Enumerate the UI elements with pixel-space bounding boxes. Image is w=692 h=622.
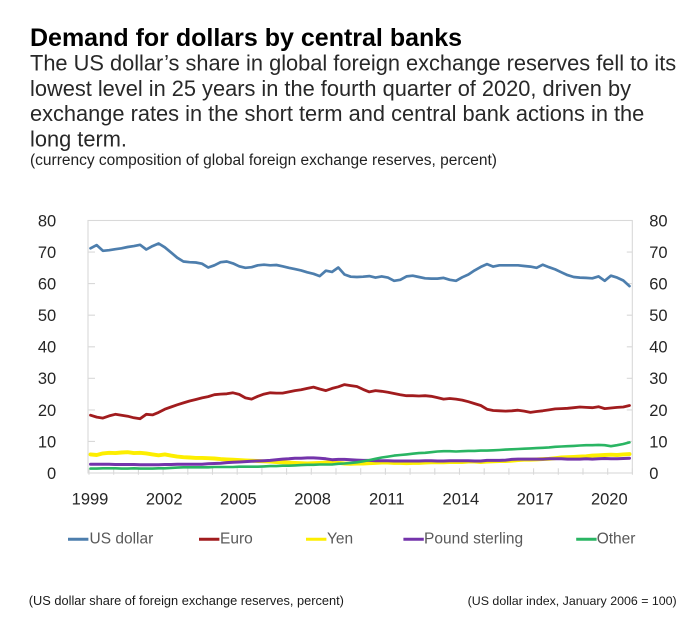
svg-text:30: 30: [38, 370, 56, 388]
svg-text:Euro: Euro: [220, 531, 253, 548]
svg-text:2011: 2011: [369, 490, 404, 508]
svg-text:40: 40: [649, 339, 667, 357]
svg-text:10: 10: [38, 433, 56, 451]
svg-text:2020: 2020: [591, 490, 628, 508]
svg-text:30: 30: [649, 370, 667, 388]
svg-text:(US dollar share of foreign ex: (US dollar share of foreign exchange res…: [29, 593, 344, 608]
svg-text:2005: 2005: [220, 490, 257, 508]
svg-text:50: 50: [38, 307, 56, 325]
svg-text:1999: 1999: [72, 490, 109, 508]
svg-text:Pound sterling: Pound sterling: [424, 531, 523, 548]
svg-text:40: 40: [38, 339, 56, 357]
svg-text:Yen: Yen: [327, 531, 353, 548]
svg-text:long term.: long term.: [30, 126, 127, 151]
svg-text:US dollar: US dollar: [90, 531, 154, 548]
svg-text:exchange rates in the short te: exchange rates in the short term and cen…: [30, 101, 644, 126]
svg-text:80: 80: [649, 212, 667, 230]
svg-text:2014: 2014: [443, 490, 480, 508]
svg-text:The US dollar’s share in globa: The US dollar’s share in global foreign …: [30, 51, 676, 76]
svg-text:Other: Other: [597, 531, 636, 548]
svg-text:0: 0: [649, 465, 658, 483]
svg-text:2017: 2017: [517, 490, 554, 508]
svg-text:70: 70: [649, 244, 667, 262]
svg-text:80: 80: [38, 212, 56, 230]
svg-text:2002: 2002: [146, 490, 183, 508]
svg-text:(US dollar index, January 2006: (US dollar index, January 2006 = 100): [468, 594, 677, 608]
svg-text:60: 60: [649, 276, 667, 294]
svg-text:60: 60: [38, 276, 56, 294]
svg-text:lowest level in 25 years in th: lowest level in 25 years in the fourth q…: [30, 76, 631, 101]
svg-text:20: 20: [649, 402, 667, 420]
svg-text:70: 70: [38, 244, 56, 262]
svg-text:20: 20: [38, 402, 56, 420]
svg-text:2008: 2008: [294, 490, 331, 508]
svg-text:10: 10: [649, 433, 667, 451]
svg-text:0: 0: [47, 465, 56, 483]
svg-text:(currency composition of globa: (currency composition of global foreign …: [30, 152, 497, 169]
svg-text:50: 50: [649, 307, 667, 325]
svg-text:Demand for dollars by central: Demand for dollars by central banks: [30, 24, 462, 52]
